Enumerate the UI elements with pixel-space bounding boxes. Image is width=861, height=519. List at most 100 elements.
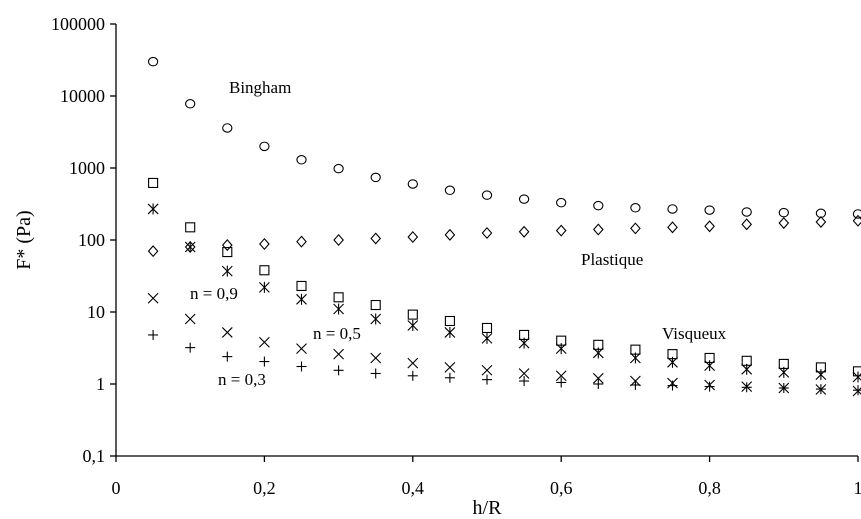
plus-marker xyxy=(407,370,418,381)
plus-marker xyxy=(667,380,678,391)
annotation-plastique: Plastique xyxy=(581,250,643,269)
diamond-marker xyxy=(667,221,678,234)
circle-marker xyxy=(481,190,493,200)
plus-marker xyxy=(148,329,159,340)
diamond-marker xyxy=(630,222,641,235)
x-tick-label: 0,4 xyxy=(402,478,425,498)
asterisk-marker xyxy=(815,369,827,381)
x-tick-label: 0,2 xyxy=(253,478,276,498)
asterisk-marker xyxy=(147,203,159,215)
y-tick-label: 0,1 xyxy=(83,446,106,466)
diamond-marker xyxy=(333,233,344,247)
y-axis-title: F* (Pa) xyxy=(13,210,35,269)
x-marker xyxy=(852,385,861,397)
circle-marker xyxy=(518,194,530,204)
y-tick-label: 100 xyxy=(78,230,105,250)
plus-marker xyxy=(185,342,196,353)
plus-marker xyxy=(370,368,381,379)
diamond-marker xyxy=(778,217,790,230)
diamond-marker xyxy=(444,228,456,241)
asterisk-marker xyxy=(555,343,567,355)
circle-marker xyxy=(778,207,789,218)
asterisk-marker xyxy=(704,360,715,372)
diamond-marker xyxy=(221,239,233,252)
circle-marker xyxy=(333,163,344,174)
plus-marker xyxy=(630,379,641,390)
x-marker xyxy=(407,357,419,369)
data-marks xyxy=(147,56,861,397)
plus-marker xyxy=(296,361,307,372)
asterisk-marker xyxy=(592,347,604,359)
plus-marker xyxy=(333,365,344,376)
y-tick-label: 10000 xyxy=(60,86,105,106)
asterisk-marker xyxy=(259,281,270,293)
annotation-visqueux: Visqueux xyxy=(662,324,727,343)
asterisk-marker xyxy=(630,352,641,364)
circle-marker xyxy=(222,123,233,133)
annotation-n-0-9: n = 0,9 xyxy=(190,284,238,303)
circle-marker xyxy=(556,197,567,208)
asterisk-marker xyxy=(407,319,419,331)
plus-marker xyxy=(444,372,455,383)
circle-marker xyxy=(741,207,752,217)
plus-marker xyxy=(704,381,715,392)
diamond-marker xyxy=(518,225,530,238)
diamond-marker xyxy=(407,230,419,244)
circle-marker xyxy=(259,141,270,152)
circle-marker xyxy=(667,204,678,214)
x-marker xyxy=(555,370,567,382)
diamond-marker xyxy=(592,223,604,236)
asterisk-marker xyxy=(518,337,530,349)
diamond-marker xyxy=(741,218,753,231)
x-marker xyxy=(444,362,456,373)
diamond-marker xyxy=(704,220,715,233)
square-marker xyxy=(259,265,270,276)
x-marker xyxy=(259,336,270,348)
y-tick-label: 10 xyxy=(87,302,105,322)
circle-marker xyxy=(296,155,307,165)
annotation-n-0-5: n = 0,5 xyxy=(313,324,361,343)
y-tick-label: 1000 xyxy=(69,158,105,178)
x-tick-label: 1 xyxy=(854,478,861,498)
x-marker xyxy=(147,292,159,304)
circle-marker xyxy=(593,200,604,211)
square-marker xyxy=(296,280,307,292)
x-marker xyxy=(184,313,196,325)
annotation-bingham: Bingham xyxy=(229,78,291,97)
asterisk-marker xyxy=(778,366,790,378)
asterisk-marker xyxy=(481,332,493,344)
circle-marker xyxy=(630,203,641,213)
circle-marker xyxy=(704,205,715,215)
asterisk-marker xyxy=(741,363,753,375)
circle-marker xyxy=(407,179,418,189)
circle-marker xyxy=(147,56,159,67)
x-marker xyxy=(592,372,604,384)
asterisk-marker xyxy=(221,265,233,277)
x-ticks: 0 0,2 0,4 0,6 0,8 1 xyxy=(112,456,861,498)
x-tick-label: 0,6 xyxy=(550,478,573,498)
y-ticks: 0,1 1 10 100 1000 10000 100000 xyxy=(51,14,116,466)
diamond-marker xyxy=(296,235,307,248)
asterisk-marker xyxy=(667,356,678,368)
circle-marker xyxy=(852,209,861,219)
y-tick-label: 1 xyxy=(96,374,105,394)
square-marker xyxy=(185,222,196,233)
x-marker xyxy=(518,368,530,379)
plus-marker xyxy=(556,377,567,388)
circle-marker xyxy=(444,185,456,196)
plus-marker xyxy=(482,374,492,385)
asterisk-marker xyxy=(370,313,382,325)
plus-marker xyxy=(778,382,789,393)
x-axis-title: h/R xyxy=(473,497,503,519)
square-marker xyxy=(222,247,233,258)
diamond-marker xyxy=(147,245,159,258)
plus-marker xyxy=(853,385,861,396)
asterisk-marker xyxy=(296,293,307,305)
asterisk-marker xyxy=(184,241,196,253)
diamond-marker xyxy=(555,224,567,237)
annotation-n-0-3: n = 0,3 xyxy=(218,370,266,389)
plus-marker xyxy=(593,379,604,389)
x-marker xyxy=(296,343,307,355)
circle-marker xyxy=(370,172,381,183)
